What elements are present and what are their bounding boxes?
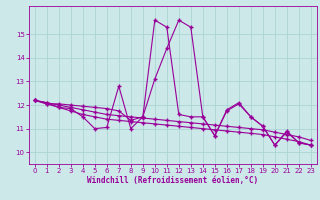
X-axis label: Windchill (Refroidissement éolien,°C): Windchill (Refroidissement éolien,°C) xyxy=(87,176,258,185)
